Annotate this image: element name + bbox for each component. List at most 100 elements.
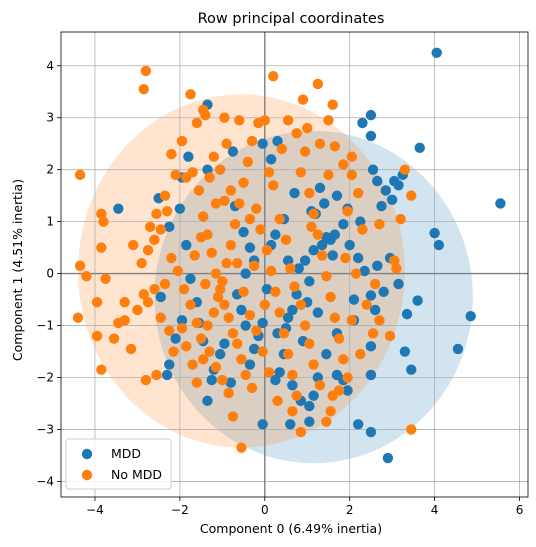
point-mdd bbox=[248, 343, 260, 355]
point-mdd bbox=[348, 294, 360, 305]
point-no-mdd bbox=[361, 299, 372, 310]
point-no-mdd bbox=[238, 177, 249, 188]
point-no-mdd bbox=[257, 346, 268, 357]
point-mdd bbox=[312, 372, 324, 383]
point-no-mdd bbox=[395, 213, 406, 225]
point-no-mdd bbox=[125, 343, 137, 355]
y-tick-label: −1 bbox=[36, 319, 54, 333]
point-mdd bbox=[327, 250, 338, 261]
y-tick-label: −2 bbox=[36, 371, 54, 385]
point-no-mdd bbox=[263, 367, 275, 378]
point-no-mdd bbox=[346, 315, 358, 326]
y-tick-label: −3 bbox=[36, 422, 54, 436]
data-points bbox=[72, 47, 506, 464]
legend-label-mdd: MDD bbox=[111, 446, 141, 461]
point-no-mdd bbox=[357, 224, 368, 235]
point-no-mdd bbox=[227, 411, 239, 422]
point-no-mdd bbox=[225, 185, 237, 196]
point-mdd bbox=[431, 47, 442, 58]
point-mdd bbox=[331, 369, 343, 381]
point-no-mdd bbox=[227, 328, 239, 339]
point-mdd bbox=[359, 265, 370, 277]
x-tick-label: 0 bbox=[261, 503, 269, 517]
point-no-mdd bbox=[195, 232, 207, 243]
point-no-mdd bbox=[406, 190, 417, 201]
point-no-mdd bbox=[350, 268, 362, 279]
point-no-mdd bbox=[251, 203, 262, 214]
point-no-mdd bbox=[261, 245, 273, 256]
point-no-mdd bbox=[306, 221, 317, 233]
point-no-mdd bbox=[138, 289, 149, 300]
point-no-mdd bbox=[244, 213, 256, 225]
point-no-mdd bbox=[246, 135, 258, 147]
point-no-mdd bbox=[231, 258, 243, 269]
point-no-mdd bbox=[136, 258, 147, 269]
point-no-mdd bbox=[200, 278, 211, 290]
point-no-mdd bbox=[304, 187, 315, 199]
point-mdd bbox=[287, 380, 298, 391]
y-tick-label: −4 bbox=[36, 474, 54, 488]
confidence-ellipses bbox=[77, 94, 473, 464]
point-no-mdd bbox=[138, 83, 149, 95]
point-mdd bbox=[304, 276, 315, 287]
point-no-mdd bbox=[299, 320, 311, 331]
point-no-mdd bbox=[369, 278, 381, 290]
point-mdd bbox=[365, 369, 377, 381]
point-no-mdd bbox=[149, 234, 160, 246]
point-no-mdd bbox=[312, 78, 324, 90]
point-no-mdd bbox=[185, 299, 196, 310]
point-no-mdd bbox=[176, 322, 188, 334]
point-no-mdd bbox=[217, 276, 228, 287]
point-no-mdd bbox=[108, 333, 120, 344]
point-mdd bbox=[282, 255, 294, 266]
point-no-mdd bbox=[198, 104, 209, 116]
point-mdd bbox=[393, 278, 404, 290]
point-mdd bbox=[287, 304, 298, 316]
plot-frame bbox=[60, 31, 529, 498]
point-no-mdd bbox=[231, 338, 243, 349]
point-no-mdd bbox=[268, 180, 279, 191]
point-no-mdd bbox=[270, 286, 281, 297]
point-no-mdd bbox=[202, 320, 213, 331]
x-tick-label: 6 bbox=[516, 503, 524, 517]
point-no-mdd bbox=[170, 169, 181, 181]
x-tick-label: −2 bbox=[171, 503, 189, 517]
point-no-mdd bbox=[325, 291, 336, 303]
point-no-mdd bbox=[389, 255, 400, 266]
point-no-mdd bbox=[155, 312, 166, 323]
point-mdd bbox=[185, 273, 196, 284]
point-no-mdd bbox=[119, 296, 130, 308]
point-no-mdd bbox=[280, 234, 292, 246]
point-no-mdd bbox=[159, 190, 171, 201]
y-tick-label: 1 bbox=[46, 215, 54, 229]
point-mdd bbox=[272, 135, 283, 147]
point-no-mdd bbox=[391, 263, 402, 274]
y-tick-label: 3 bbox=[46, 111, 54, 125]
legend-label-no-mdd: No MDD bbox=[111, 467, 162, 482]
point-no-mdd bbox=[210, 268, 222, 279]
axis-ticks: −4 −2 0 2 4 6 −4 −3 −2 −1 0 1 2 3 4 bbox=[36, 59, 523, 517]
point-no-mdd bbox=[314, 380, 326, 391]
point-no-mdd bbox=[96, 364, 107, 375]
point-no-mdd bbox=[316, 250, 328, 261]
point-mdd bbox=[282, 312, 294, 323]
point-mdd bbox=[293, 263, 304, 274]
point-no-mdd bbox=[236, 442, 247, 453]
point-no-mdd bbox=[406, 424, 417, 435]
point-no-mdd bbox=[198, 211, 209, 222]
point-mdd bbox=[465, 310, 476, 322]
point-no-mdd bbox=[204, 346, 215, 357]
point-no-mdd bbox=[323, 115, 334, 126]
y-axis-label: Component 1 (4.51% inertia) bbox=[10, 179, 25, 361]
point-no-mdd bbox=[96, 208, 107, 220]
point-no-mdd bbox=[161, 206, 173, 217]
point-mdd bbox=[257, 419, 268, 430]
point-no-mdd bbox=[140, 65, 152, 77]
point-mdd bbox=[412, 295, 423, 306]
point-no-mdd bbox=[304, 338, 315, 349]
point-no-mdd bbox=[323, 169, 334, 181]
point-mdd bbox=[406, 364, 417, 375]
point-no-mdd bbox=[342, 206, 353, 217]
point-no-mdd bbox=[355, 348, 366, 360]
point-no-mdd bbox=[164, 325, 175, 336]
